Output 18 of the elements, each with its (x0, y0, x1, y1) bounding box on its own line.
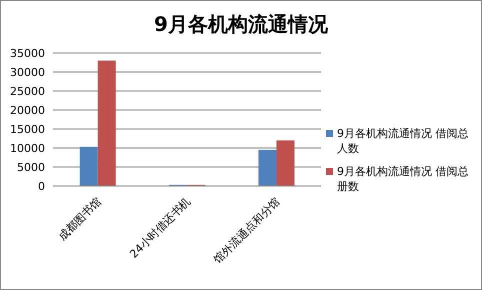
bar (258, 150, 276, 186)
y-tick-label: 15000 (10, 122, 45, 136)
chart-title: 9月各机构流通情况 (153, 11, 329, 38)
y-tick-label: 20000 (10, 104, 45, 117)
y-tick-label: 25000 (10, 84, 45, 98)
bar (276, 140, 294, 186)
y-tick-label: 0 (38, 180, 45, 193)
legend-label: 9月各机构流通情况 借阅总册数 (337, 164, 470, 194)
legend-label: 9月各机构流通情况 借阅总人数 (337, 126, 470, 156)
x-tick-label: 馆外流通点和分馆 (210, 194, 282, 268)
y-tick-label: 35000 (10, 46, 45, 60)
y-tick-label: 10000 (10, 142, 45, 155)
bar (80, 146, 98, 186)
x-tick-label: 成都图书馆 (56, 194, 104, 244)
y-tick-label: 5000 (17, 160, 45, 174)
y-tick-label: 30000 (10, 66, 45, 79)
x-tick-label: 24小时借还书机 (127, 194, 194, 261)
bar (98, 60, 116, 186)
